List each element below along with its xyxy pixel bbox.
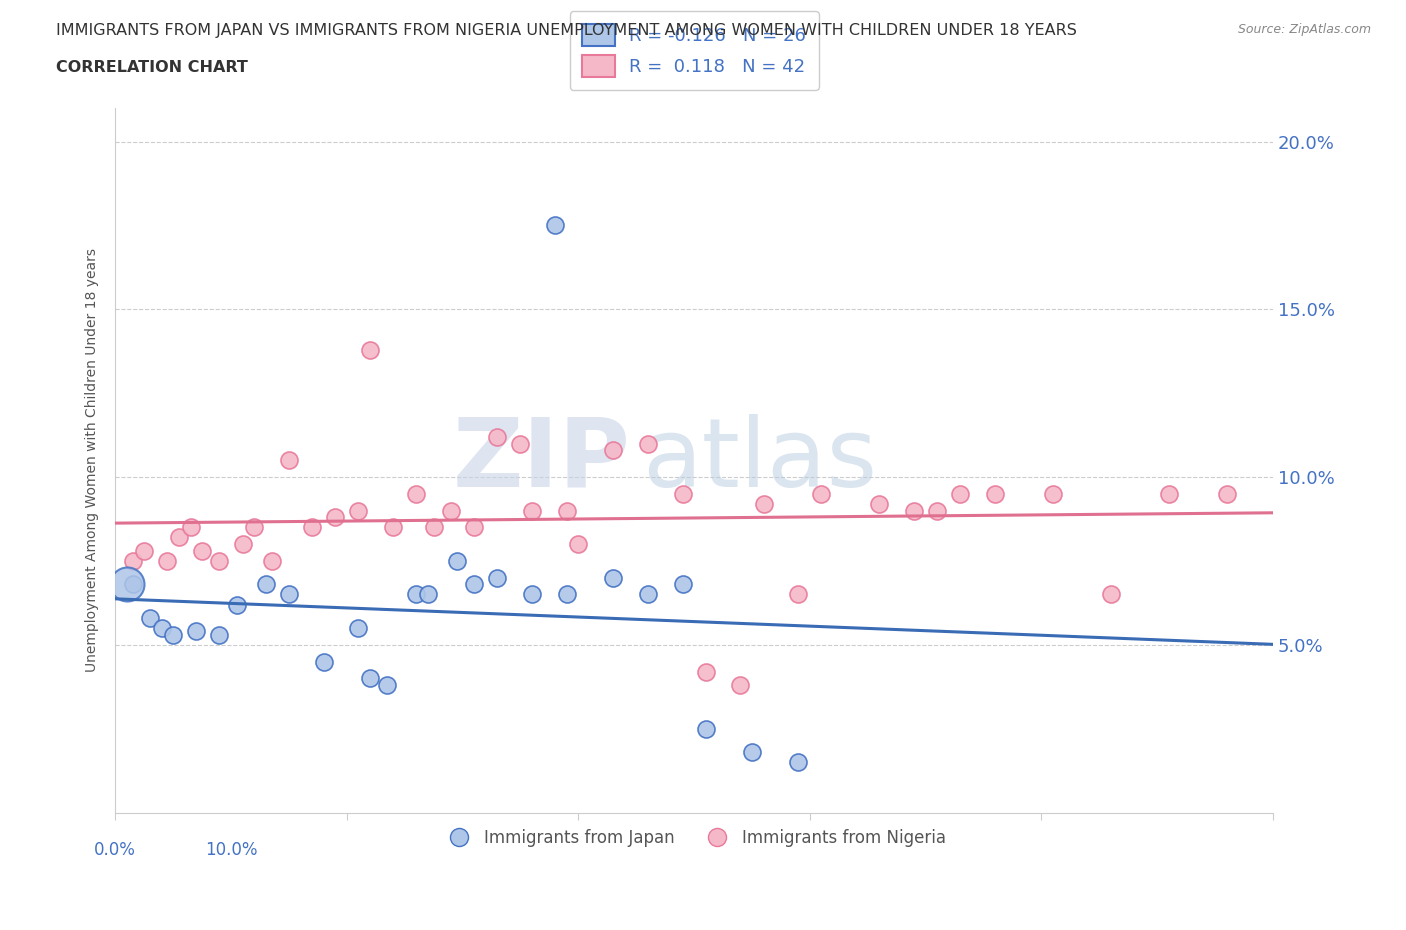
Point [927, 503, 949, 518]
Point [191, 543, 214, 558]
Point [134, 543, 156, 558]
Point [150, 620, 173, 635]
Point [1099, 587, 1122, 602]
Point [695, 722, 717, 737]
Point [567, 537, 589, 551]
Point [277, 587, 299, 602]
Point [520, 587, 543, 602]
Point [254, 577, 277, 591]
Text: IMMIGRANTS FROM JAPAN VS IMMIGRANTS FROM NIGERIA UNEMPLOYMENT AMONG WOMEN WITH C: IMMIGRANTS FROM JAPAN VS IMMIGRANTS FROM… [56, 23, 1077, 38]
Point [509, 436, 531, 451]
Point [637, 587, 659, 602]
Text: 0.0%: 0.0% [94, 841, 136, 858]
Point [741, 745, 763, 760]
Point [232, 537, 254, 551]
Point [752, 497, 775, 512]
Point [312, 654, 335, 669]
Point [359, 671, 381, 685]
Point [730, 678, 752, 693]
Point [637, 436, 659, 451]
Point [260, 553, 283, 568]
Point [121, 577, 143, 591]
Point [1215, 486, 1237, 501]
Point [121, 553, 143, 568]
Point [225, 597, 247, 612]
Point [486, 430, 509, 445]
Point [347, 620, 370, 635]
Point [422, 520, 444, 535]
Point [555, 503, 578, 518]
Text: Source: ZipAtlas.com: Source: ZipAtlas.com [1237, 23, 1371, 36]
Text: 10.0%: 10.0% [205, 841, 257, 858]
Point [949, 486, 972, 501]
Point [167, 530, 190, 545]
Point [602, 570, 624, 585]
Point [463, 577, 485, 591]
Y-axis label: Unemployment Among Women with Children Under 18 years: Unemployment Among Women with Children U… [86, 248, 100, 672]
Point [602, 443, 624, 458]
Point [208, 628, 231, 643]
Point [1157, 486, 1180, 501]
Point [323, 510, 346, 525]
Point [405, 587, 427, 602]
Point [671, 577, 693, 591]
Point [787, 587, 810, 602]
Point [868, 497, 890, 512]
Point [208, 553, 231, 568]
Point [180, 520, 202, 535]
Point [555, 587, 578, 602]
Point [446, 553, 468, 568]
Point [115, 577, 138, 591]
Point [382, 520, 405, 535]
Text: CORRELATION CHART: CORRELATION CHART [56, 60, 247, 75]
Point [156, 553, 179, 568]
Point [186, 624, 208, 639]
Point [520, 503, 543, 518]
Point [347, 503, 370, 518]
Point [277, 453, 299, 468]
Point [440, 503, 463, 518]
Point [301, 520, 323, 535]
Point [359, 342, 381, 357]
Point [139, 610, 162, 625]
Point [984, 486, 1007, 501]
Point [544, 218, 567, 232]
Text: atlas: atlas [643, 414, 877, 507]
Point [463, 520, 485, 535]
Point [903, 503, 925, 518]
Point [787, 755, 810, 770]
Point [375, 678, 398, 693]
Point [810, 486, 832, 501]
Point [1042, 486, 1064, 501]
Legend: Immigrants from Japan, Immigrants from Nigeria: Immigrants from Japan, Immigrants from N… [436, 822, 952, 854]
Point [671, 486, 693, 501]
Point [416, 587, 439, 602]
Point [162, 628, 184, 643]
Point [695, 664, 717, 679]
Point [486, 570, 509, 585]
Point [405, 486, 427, 501]
Point [243, 520, 266, 535]
Text: ZIP: ZIP [453, 414, 630, 507]
